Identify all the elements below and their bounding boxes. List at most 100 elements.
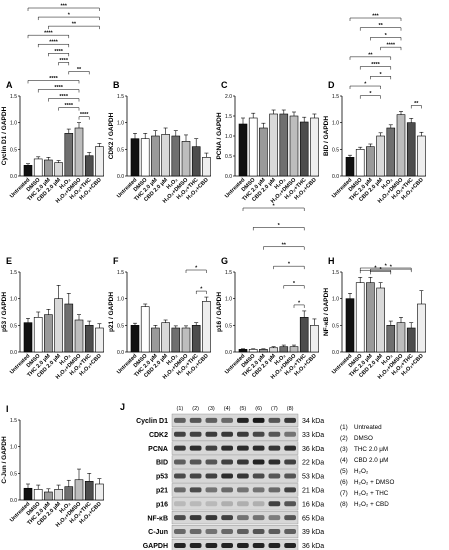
bar-3 [259,127,268,177]
bar-1 [345,157,355,177]
bar-3 [151,327,160,353]
significance-label: **** [371,62,380,68]
significance-label: * [68,13,71,19]
legend-number: (8) [340,501,348,508]
y-tick-label: 1.0 [332,121,339,127]
y-tick-label: 0.0 [225,350,232,356]
significance-label: ** [282,242,287,248]
bar-4 [161,134,170,177]
protein-label: p53 [156,474,168,481]
panel-h: HNF-κB / GAPDH0.00.51.01.5UntreatedDMSOT… [323,256,426,381]
y-tick-label: 1.0 [10,297,17,303]
significance-label: * [273,204,276,210]
y-tick-label: 1.5 [332,94,339,100]
panel-letter: J [120,402,125,412]
significance-label: * [374,266,377,272]
blot-band [221,487,233,493]
bar-1 [23,322,33,353]
y-tick-label: 0.0 [117,174,124,180]
y-tick-label: 0.5 [225,323,232,329]
bar-3 [366,282,375,353]
significance-bracket [37,43,70,48]
bar-2 [33,489,43,501]
y-tick-label: 1.0 [117,121,124,127]
blot-band [205,445,218,451]
legend-label: H₂O₂ + CBD [354,501,389,508]
significance-bracket [242,207,305,211]
bar-6 [74,479,84,501]
blot-band [284,417,296,423]
significance-bracket [58,107,80,111]
blot-band [205,542,218,548]
blot-band [237,459,249,465]
y-tick-label: 0.5 [332,147,339,153]
protein-label: BID [156,460,168,467]
y-tick-label: 1.0 [10,121,17,127]
significance-bracket [48,98,80,102]
bar-7 [299,317,309,353]
lane-number-top: (2) [192,406,199,412]
significance-bracket [349,17,402,21]
blot-band [174,417,186,423]
bar-8 [202,301,211,353]
bar-8 [95,146,104,177]
significance-bracket [359,66,392,70]
bar-1 [23,487,33,501]
y-tick-label: 1.0 [332,297,339,303]
blot-band [205,515,218,521]
bar-7 [84,481,94,501]
significance-bracket [370,268,412,273]
significance-label: * [385,33,388,39]
blot-strip [171,455,299,469]
bar-2 [33,317,43,353]
blot-strip [171,525,299,539]
y-tick-label: 1.5 [10,94,17,100]
bar-5 [64,303,74,353]
significance-label: * [380,72,383,78]
y-axis-label: p16 / GAPDH [216,292,223,332]
panel-letter: F [113,256,119,266]
y-tick-label: 0.5 [332,323,339,329]
bar-3 [44,314,53,353]
legend-number: (4) [340,457,348,464]
blot-band [268,487,281,493]
y-tick-label: 0.0 [332,174,339,180]
significance-bracket [27,80,80,84]
bar-2 [140,306,150,353]
bar-1 [345,298,355,353]
lane-number-top: (6) [255,406,262,412]
bar-8 [310,325,319,353]
bar-7 [406,122,416,177]
bar-5 [386,325,396,353]
y-tick-label: 0.5 [117,147,124,153]
blot-band [252,431,265,437]
blot-band [268,515,281,521]
blot-band [284,459,296,465]
blot-band [174,542,186,548]
bar-2 [355,282,365,353]
bar-1 [130,325,140,353]
bar-8 [417,135,426,177]
blot-band [252,459,265,465]
significance-bracket [370,76,392,80]
kda-label: 16 kDa [302,501,324,508]
significance-label: ** [414,101,419,107]
bar-6 [181,141,191,177]
y-tick-label: 1.5 [225,114,232,120]
significance-label: **** [49,76,58,82]
significance-label: **** [387,43,396,49]
blot-band [189,473,202,479]
protein-label: GAPDH [143,543,168,550]
bar-7 [84,325,94,353]
significance-bracket [293,304,305,308]
y-tick-label: 1.0 [117,297,124,303]
bar-2 [248,349,258,353]
blot-band [221,542,233,548]
y-axis-label: Cyclin D1 / GAPDH [1,106,8,165]
significance-label: **** [54,49,63,55]
significance-bracket [349,56,392,60]
y-axis-label: NF-κB / GAPDH [323,288,330,336]
kda-label: 36 kDa [302,446,324,453]
